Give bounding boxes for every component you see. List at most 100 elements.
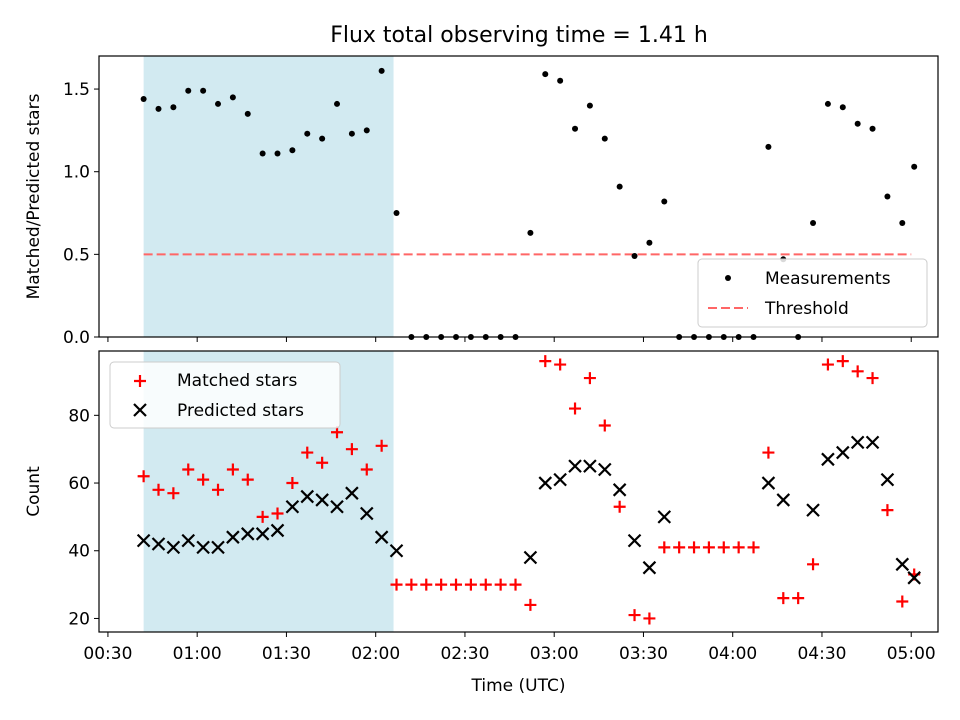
measurement-point xyxy=(765,143,772,150)
matched-star-point xyxy=(851,365,864,378)
matched-star-point xyxy=(777,592,790,605)
matched-star-point xyxy=(152,483,165,496)
matched-star-point xyxy=(569,402,582,415)
matched-star-point xyxy=(316,456,329,469)
ratio-panel: 0.0 0.5 1.0 1.5 Matched/Predicted stars Measu… xyxy=(24,55,939,348)
matched-star-point xyxy=(137,470,150,483)
matched-star-point xyxy=(241,473,254,486)
predicted-star-point xyxy=(359,506,374,521)
matched-star-point xyxy=(821,358,834,371)
measurement-point xyxy=(572,125,579,132)
predicted-star-point xyxy=(642,560,657,575)
matched-star-point xyxy=(598,419,611,432)
matched-star-point xyxy=(464,578,477,591)
matched-star-point xyxy=(792,592,805,605)
matched-star-point xyxy=(554,358,567,371)
measurement-point xyxy=(319,135,326,142)
predicted-star-point xyxy=(880,472,895,487)
x-axis-label: Time (UTC) xyxy=(471,676,566,696)
matched-star-point xyxy=(375,439,388,452)
predicted-star-point xyxy=(300,489,315,504)
data-marks xyxy=(136,355,921,625)
predicted-star-point xyxy=(776,493,791,507)
measurement-point xyxy=(557,77,564,84)
legend-threshold-label: Threshold xyxy=(764,299,849,319)
measurement-point xyxy=(348,130,355,137)
measurement-point xyxy=(244,110,251,117)
predicted-star-point xyxy=(568,459,582,473)
measurement-point xyxy=(215,100,222,107)
y-tick-label: 0.0 xyxy=(63,328,90,348)
y-axis-label: Matched/Predicted stars xyxy=(24,93,44,299)
predicted-star-point xyxy=(523,550,538,565)
x-tick-label: 02:30 xyxy=(440,644,489,664)
measurement-point xyxy=(155,105,162,112)
measurement-point xyxy=(527,229,534,236)
matched-star-point xyxy=(702,541,715,554)
matched-star-point xyxy=(360,463,373,476)
x-tick-label: 04:00 xyxy=(708,644,757,664)
measurement-point xyxy=(869,125,876,132)
measurement-point xyxy=(393,210,400,217)
legend-box xyxy=(697,258,928,328)
matched-star-point xyxy=(390,578,403,591)
predicted-star-point xyxy=(553,472,567,487)
measurement-point xyxy=(140,95,147,102)
matched-star-point xyxy=(450,578,463,591)
measurement-point xyxy=(631,253,638,260)
measurement-point xyxy=(363,127,370,134)
matched-star-point xyxy=(613,500,626,513)
measurement-point xyxy=(229,94,236,101)
legend-predicted-label: Predicted stars xyxy=(177,401,304,421)
matched-star-point xyxy=(643,612,656,625)
matched-star-point xyxy=(212,483,225,496)
measurement-point xyxy=(601,135,608,142)
predicted-star-point xyxy=(315,493,329,507)
predicted-star-point xyxy=(270,523,285,538)
measurement-point xyxy=(200,87,207,94)
predicted-star-point xyxy=(627,533,642,548)
x-tick-label: 03:00 xyxy=(530,644,579,664)
y-tick-label: 60 xyxy=(68,474,90,494)
matched-star-point xyxy=(628,609,641,622)
shaded-interval xyxy=(143,56,394,337)
predicted-star-point xyxy=(374,530,389,544)
predicted-star-point xyxy=(895,557,910,572)
y-tick-label: 0.5 xyxy=(63,245,90,265)
predicted-star-point xyxy=(598,462,612,477)
predicted-star-point xyxy=(850,435,865,450)
y-tick-label: 20 xyxy=(68,609,90,629)
legend-measurement-marker xyxy=(725,275,731,281)
predicted-star-point xyxy=(907,571,921,585)
predicted-star-point xyxy=(836,445,850,460)
matched-star-point xyxy=(509,578,522,591)
matched-star-point xyxy=(836,355,849,368)
measurement-point xyxy=(911,163,918,170)
matched-star-point xyxy=(717,541,730,554)
matched-star-point xyxy=(494,578,507,591)
matched-star-point xyxy=(271,507,284,520)
matched-star-point xyxy=(658,541,671,554)
measurement-point xyxy=(304,130,311,137)
predicted-star-point xyxy=(389,543,404,558)
x-tick-label: 01:00 xyxy=(173,644,222,664)
matched-star-point xyxy=(345,443,358,456)
legend-matched-label: Matched stars xyxy=(177,371,297,391)
matched-star-point xyxy=(197,473,210,486)
predicted-star-point xyxy=(821,452,835,467)
measurement-point xyxy=(899,219,906,226)
x-tick-label: 00:30 xyxy=(83,644,132,664)
matched-star-point xyxy=(405,578,418,591)
x-tick-label: 04:30 xyxy=(797,644,846,664)
predicted-star-point xyxy=(166,540,181,555)
predicted-star-point xyxy=(612,483,627,497)
matched-star-point xyxy=(673,541,686,554)
y-axis-label: Count xyxy=(24,466,44,517)
measurement-point xyxy=(854,120,861,127)
x-tick-label: 03:30 xyxy=(619,644,668,664)
predicted-star-point xyxy=(255,527,270,541)
measurement-point xyxy=(334,100,341,107)
matched-star-point xyxy=(583,372,596,385)
legend: Matched stars Predicted stars xyxy=(109,361,341,429)
